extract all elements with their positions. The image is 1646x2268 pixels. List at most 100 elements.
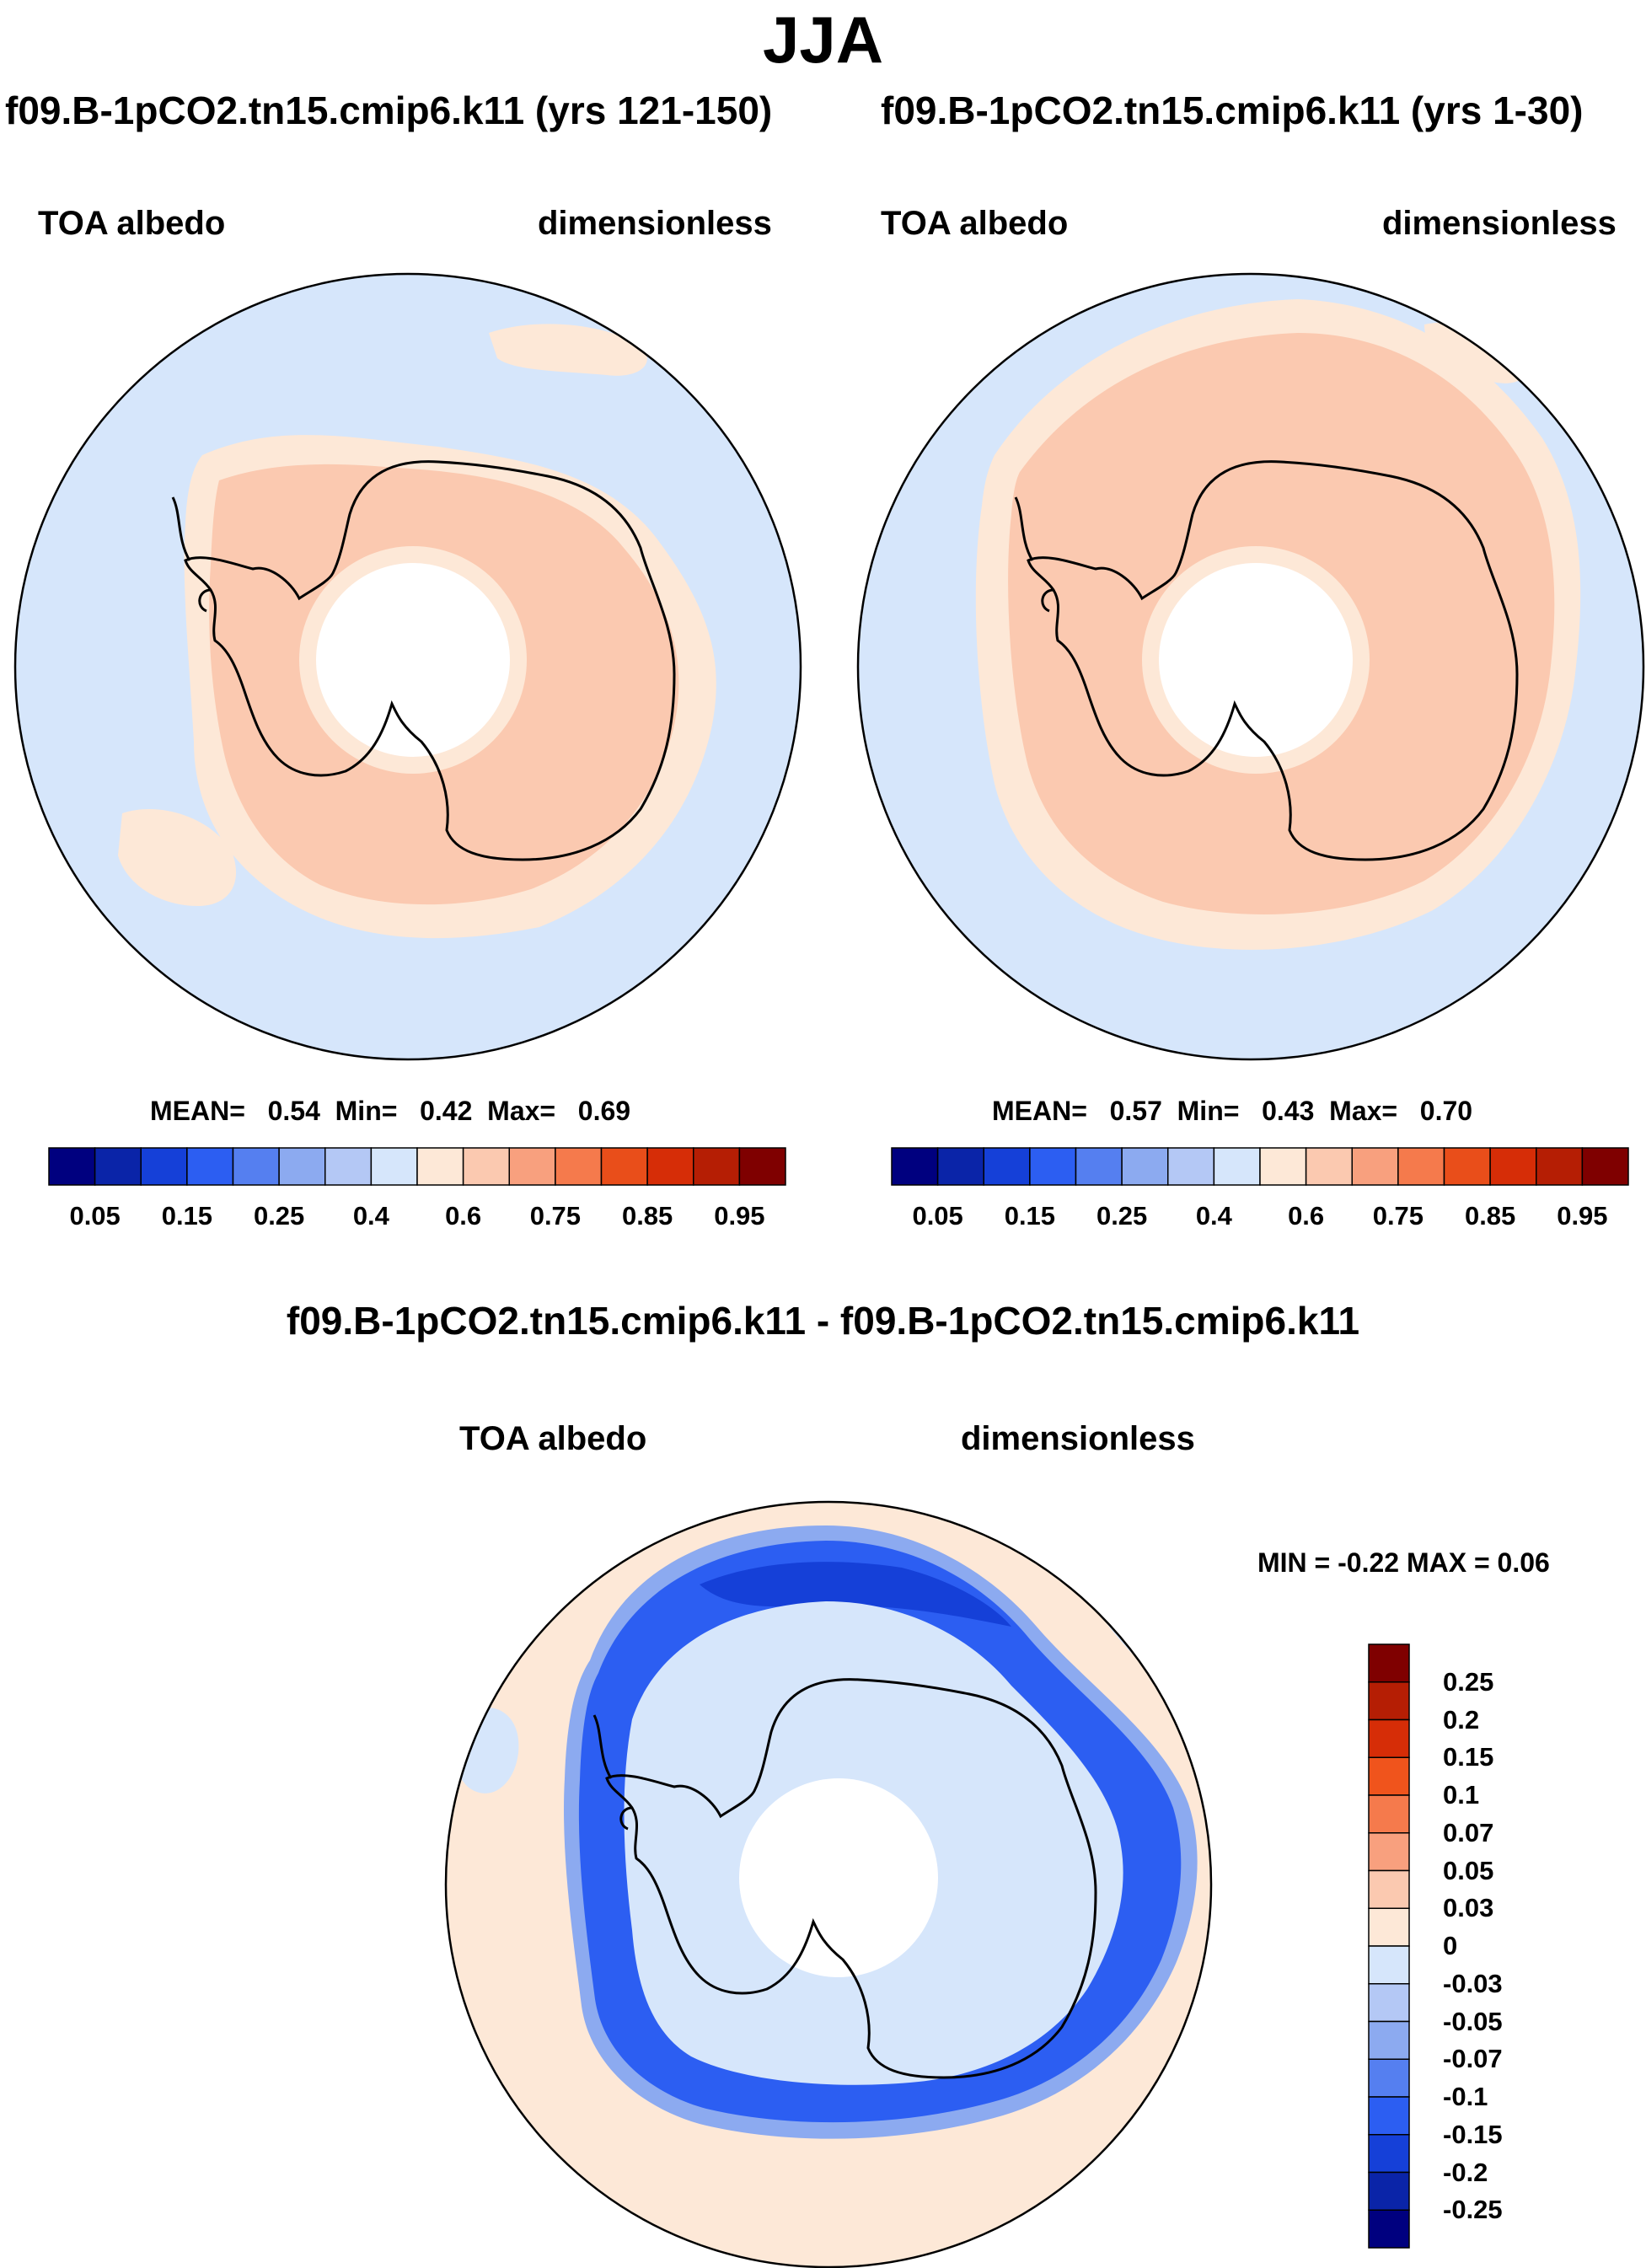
panel2-map-border [856,272,1645,1061]
diff-coastline [605,1678,1097,2079]
diff-blue-ring-mid [578,1541,1182,2123]
panel2-colorbar-tick-label: 0.25 [1096,1201,1148,1231]
panel2-colorbar-swatch [1536,1147,1584,1186]
panel1-colorbar-swatch [48,1147,96,1186]
panel1-colorbar-tick-label: 0.95 [714,1201,765,1231]
diff-colorbar-tick-label: -0.2 [1443,2157,1488,2187]
panel1-colorbar [48,1147,786,1186]
diff-blue-ring-outer [564,1525,1198,2139]
panel1-colorbar-tick-label: 0.6 [445,1201,482,1231]
panel2-colorbar-swatch [891,1147,939,1186]
panel1-units-label: dimensionless [538,205,772,242]
panel1-max-label: Max= [487,1096,556,1126]
diff-colorbar-swatch [1368,1869,1410,1909]
panel2-colorbar-swatch [1259,1147,1307,1186]
panel1-colorbar-swatch [278,1147,326,1186]
panel1-ocean-field [15,274,801,1059]
diff-colorbar-tick-label: 0.05 [1443,1855,1494,1885]
panel2-salmon-region [1008,333,1555,914]
panel2-peach-band [975,299,1581,950]
panel1-colorbar-swatch [94,1147,142,1186]
panel2-units-label: dimensionless [1382,205,1617,242]
panel1-mean-label: MEAN= [150,1096,245,1126]
diff-colorbar-swatch [1368,1681,1410,1721]
panel1-coastline [184,460,676,861]
diff-colorbar-swatch [1368,2096,1410,2136]
panel2-mean-label: MEAN= [992,1096,1087,1126]
panel1-colorbar-swatch [370,1147,418,1186]
panel1-colorbar-swatch [508,1147,556,1186]
panel2-max-label: Max= [1329,1096,1398,1126]
panel2-pole-hole [1159,563,1353,757]
diff-variable-label: TOA albedo [459,1420,647,1457]
diff-colorbar-tick-label: 0 [1443,1931,1458,1960]
panel1-colorbar-swatch [416,1147,464,1186]
panel1-colorbar-tick-label: 0.25 [253,1201,305,1231]
panel2-max-value: 0.70 [1419,1096,1473,1126]
diff-pole-hole [739,1778,938,1977]
panel2-colorbar-swatch [1075,1147,1123,1186]
panel2-colorbar-tick-label: 0.4 [1195,1201,1232,1231]
panel2-colorbar-swatch [1397,1147,1445,1186]
diff-background-field [446,1502,1211,2267]
panel1-peach-patch-ne [489,324,647,376]
diff-colorbar-swatch [1368,1832,1410,1872]
panel2-colorbar-swatch [1029,1147,1077,1186]
diff-colorbar-swatch [1368,1794,1410,1834]
diff-colorbar-swatch [1368,1643,1410,1683]
panel1-colorbar-tick-label: 0.85 [621,1201,673,1231]
panel2-min-value: 0.43 [1262,1096,1315,1126]
diff-colorbar-tick-label: -0.05 [1443,2006,1503,2036]
panel2-peach-patch-ne [1424,322,1526,383]
panel2-colorbar-tick-label: 0.6 [1288,1201,1325,1231]
panel2-min-label: Min= [1177,1096,1240,1126]
diff-colorbar-tick-label: 0.1 [1443,1780,1480,1810]
figure-title: JJA [762,3,884,77]
panel1-colorbar-swatch [232,1147,280,1186]
panel1-colorbar-swatch [646,1147,694,1186]
panel1-stats: MEAN= 0.54 Min= 0.42 Max= 0.69 [150,1096,630,1127]
diff-colorbar-swatch [1368,1756,1410,1796]
panel2-peninsula [1014,496,1054,613]
panel1-map-border [13,272,802,1061]
diff-colorbar-swatch [1368,1718,1410,1758]
panel2-colorbar-tick-label: 0.85 [1464,1201,1516,1231]
diff-colorbar-swatch [1368,2020,1410,2060]
panel1-colorbar-swatch [555,1147,603,1186]
panel1-colorbar-swatch [186,1147,234,1186]
diff-colorbar-swatch [1368,2171,1410,2211]
panel1-pole-ring [299,546,527,774]
panel1-colorbar-tick-label: 0.4 [352,1201,389,1231]
panel1-peninsula [171,496,212,613]
panel1-colorbar-swatch [324,1147,373,1186]
panel2-colorbar-swatch [1305,1147,1353,1186]
panel1-peach-patch-sw [118,809,237,906]
panel2-colorbar-tick-label: 0.75 [1372,1201,1424,1231]
panel2-ocean-field [858,274,1643,1059]
diff-colorbar-tick-label: 0.15 [1443,1742,1494,1772]
panel2-colorbar-swatch [1443,1147,1491,1186]
panel2-variable-label: TOA albedo [881,205,1069,242]
panel1-colorbar-swatch [600,1147,648,1186]
diff-colorbar [1368,1643,1410,2249]
panel1-mean-value: 0.54 [267,1096,320,1126]
panel1-colorbar-swatch [140,1147,188,1186]
panel2-colorbar-tick-label: 0.15 [1004,1201,1056,1231]
panel1-colorbar-swatch [462,1147,510,1186]
diff-colorbar-swatch [1368,1983,1410,2023]
diff-colorbar-tick-label: -0.07 [1443,2044,1503,2074]
panel1-colorbar-swatch [738,1147,786,1186]
diff-colorbar-ticks: 0.25 0.2 0.15 0.1 0.07 0.05 0.03 0 -0.03 -0.05 -0.… [1443,1644,1544,2248]
panel2-colorbar-swatch [1351,1147,1399,1186]
diff-colorbar-tick-label: -0.1 [1443,2082,1488,2111]
panel2-colorbar-swatch [1489,1147,1537,1186]
panel2-colorbar-swatch [1213,1147,1261,1186]
panel2-colorbar-swatch [936,1147,984,1186]
diff-light-blue-patch-ne [1087,1551,1211,1709]
panel1-pole-hole [316,563,510,757]
diff-case-title: f09.B-1pCO2.tn15.cmip6.k11 - f09.B-1pCO2… [286,1299,1360,1343]
panel2-colorbar [891,1147,1629,1186]
panel2-colorbar-swatch [1121,1147,1169,1186]
panel1-colorbar-swatch [693,1147,741,1186]
panel2-case-title: f09.B-1pCO2.tn15.cmip6.k11 (yrs 1-30) [881,88,1584,132]
